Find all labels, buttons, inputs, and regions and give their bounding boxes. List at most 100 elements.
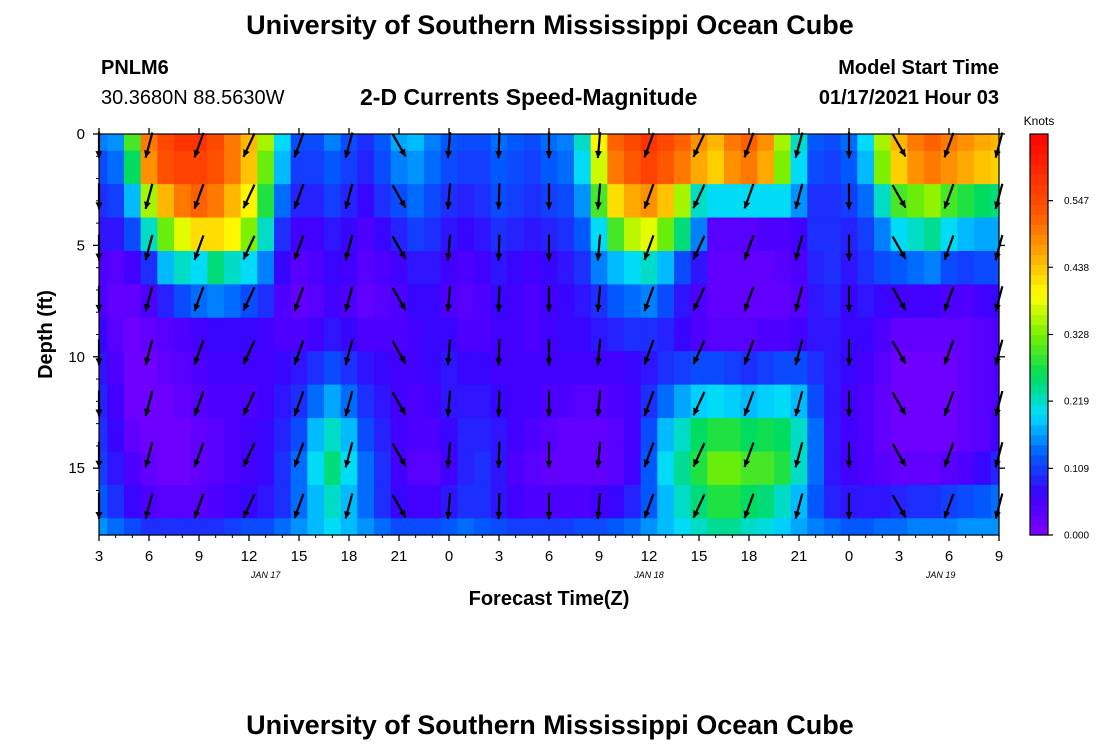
heatmap-cell (557, 518, 575, 536)
heatmap-cell (324, 484, 342, 519)
current-arrow-head (444, 511, 452, 519)
heatmap-cell (574, 250, 592, 285)
heatmap-cell (424, 484, 442, 519)
current-arrow-head (144, 408, 151, 417)
current-arrow-head (193, 356, 201, 365)
heatmap-cell (124, 484, 142, 519)
heatmap-cell (657, 351, 675, 386)
heatmap-cell (824, 384, 842, 419)
colorbar-tick-label: 0.438 (1064, 263, 1089, 274)
heatmap-cell (224, 217, 242, 252)
x-tick-label: 0 (845, 548, 853, 565)
heatmap-cell (257, 518, 275, 536)
heatmap-cell (124, 384, 142, 419)
current-arrow (794, 286, 804, 312)
current-arrow (293, 493, 305, 519)
heatmap-cell (657, 184, 675, 219)
current-arrow (845, 132, 853, 159)
heatmap-cell (474, 484, 492, 519)
heatmap-cell (957, 250, 975, 285)
current-arrow (391, 133, 407, 157)
heatmap-cell (290, 317, 308, 352)
heatmap-cell (574, 484, 592, 519)
heatmap-cell (490, 317, 508, 352)
heatmap-cell (590, 217, 608, 252)
heatmap-cell (140, 418, 158, 453)
current-arrow-head (144, 150, 151, 158)
heatmap-cell (190, 250, 208, 285)
current-arrow-head (845, 358, 853, 366)
heatmap-cell (240, 351, 258, 386)
heatmap-cell (657, 518, 675, 536)
heatmap-cell (974, 150, 992, 185)
heatmap-cell (490, 351, 508, 386)
heatmap-cell (740, 351, 758, 386)
heatmap-cell (757, 184, 775, 219)
heatmap-cell (407, 134, 425, 152)
current-arrow-head (693, 302, 700, 311)
current-arrow-head (643, 510, 651, 519)
current-arrow-head (144, 510, 151, 519)
heatmap-cell (457, 317, 475, 352)
heatmap-cell (424, 250, 442, 285)
heatmap-cell (107, 351, 125, 386)
current-arrow (743, 390, 755, 417)
heatmap-cell (207, 250, 225, 285)
current-arrow (743, 493, 755, 519)
heatmap-cell (407, 384, 425, 419)
heatmap-cell (257, 250, 275, 285)
heatmap-cell (807, 317, 825, 352)
current-arrow (643, 132, 655, 158)
heatmap-cell (224, 518, 242, 536)
heatmap-cell (507, 250, 525, 285)
heatmap-cell (557, 384, 575, 419)
current-arrow-head (293, 356, 301, 365)
colorbar-band (1030, 424, 1048, 436)
heatmap-cell (307, 284, 325, 319)
heatmap-cell (507, 184, 525, 219)
heatmap-cell (590, 351, 608, 386)
colorbar-band (1030, 164, 1048, 175)
colorbar-band (1030, 214, 1048, 225)
heatmap-cell (374, 351, 392, 386)
current-arrow-head (545, 202, 553, 210)
current-arrow-head (743, 303, 751, 312)
heatmap-cell (324, 384, 342, 419)
heatmap-cell (590, 451, 608, 486)
heatmap-cell (457, 518, 475, 536)
colorbar-band (1030, 234, 1048, 245)
current-arrow-head (193, 408, 201, 416)
heatmap-cell (99, 284, 108, 319)
heatmap-cell (390, 351, 408, 386)
heatmap-cell (890, 217, 908, 252)
heatmap-cell (890, 317, 908, 352)
heatmap-cell (640, 284, 658, 319)
heatmap-cell (507, 484, 525, 519)
colorbar-band (1030, 404, 1048, 416)
current-arrow (193, 235, 205, 261)
station-coords: 30.3680N 88.5630W (101, 87, 285, 109)
heatmap-cell (990, 384, 1000, 419)
heatmap-cell (707, 384, 725, 419)
heatmap-cell (174, 150, 192, 185)
heatmap-cell (474, 317, 492, 352)
current-arrow (643, 493, 655, 519)
x-tick-label: 15 (691, 548, 708, 565)
current-arrow (594, 285, 602, 312)
heatmap-cell (774, 384, 792, 419)
heatmap-cell (274, 250, 292, 285)
heatmap-cell (474, 217, 492, 252)
x-tick-label: 12 (241, 548, 258, 565)
current-arrow (743, 132, 755, 158)
heatmap-cell (107, 217, 125, 252)
plot-title: 2-D Currents Speed-Magnitude (360, 84, 698, 110)
current-arrow-head (794, 357, 801, 365)
colorbar-band (1030, 334, 1048, 346)
heatmap-cell (974, 284, 992, 319)
heatmap-cell (940, 217, 958, 252)
current-arrow-head (898, 199, 906, 208)
heatmap-cell (224, 384, 242, 419)
current-arrow-head (344, 510, 351, 519)
current-arrow (293, 132, 305, 158)
current-arrow (545, 339, 553, 366)
